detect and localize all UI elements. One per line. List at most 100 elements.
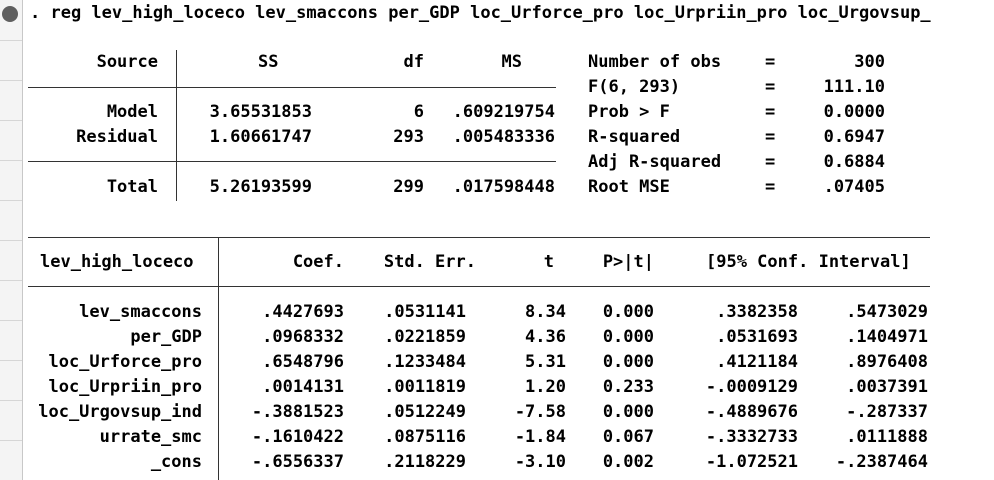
gutter-tick (0, 120, 22, 121)
stat-value: 300 (854, 52, 885, 72)
coef-header-p: P>|t| (602, 252, 654, 272)
gutter-tick (0, 280, 22, 281)
coef-ci-low: -1.072521 (705, 452, 798, 472)
coef-value: -.1610422 (251, 427, 344, 447)
stat-label: Number of obs (588, 52, 722, 72)
coef-p: 0.000 (602, 327, 654, 347)
stat-label: R-squared (588, 127, 681, 147)
coef-varname: loc_Urpriin_pro (48, 377, 202, 397)
coef-varname: per_GDP (130, 327, 202, 347)
coef-se: .0221859 (384, 327, 466, 347)
coef-ci-high: .1404971 (846, 327, 928, 347)
coef-se: .0875116 (384, 427, 466, 447)
coef-header-t: t (543, 252, 554, 272)
coef-p: 0.000 (602, 352, 654, 372)
coef-ci-high: -.2387464 (835, 452, 928, 472)
gutter-marker-icon (2, 6, 18, 22)
coef-ci-high: .0037391 (846, 377, 928, 397)
coef-varname: urrate_smc (99, 427, 202, 447)
coef-ci-high: .0111888 (846, 427, 928, 447)
coef-se: .0531141 (384, 302, 466, 322)
coef-ci-high: .8976408 (846, 352, 928, 372)
coef-header-ci: [95% Conf. Interval] (706, 252, 911, 272)
stat-eq: = (765, 52, 776, 72)
coef-top-rule (28, 237, 930, 238)
coef-varname: lev_smaccons (79, 302, 202, 322)
coef-varname: loc_Urforce_pro (48, 352, 202, 372)
coef-varname: loc_Urgovsup_ind (38, 402, 202, 422)
anova-header-ms: MS (501, 52, 522, 72)
command-line: . reg lev_high_loceco lev_smaccons per_G… (30, 3, 931, 23)
coef-ci-low: .3382358 (716, 302, 798, 322)
stat-label: F(6, 293) (588, 77, 681, 97)
anova-total-rule (28, 161, 556, 162)
coef-header-rule (28, 286, 930, 287)
anova-df: 299 (393, 177, 424, 197)
anova-source: Total (106, 177, 158, 197)
stat-eq: = (765, 77, 776, 97)
coef-header-se: Std. Err. (383, 252, 476, 272)
coef-p: 0.233 (602, 377, 654, 397)
gutter-tick (0, 80, 22, 81)
gutter-tick (0, 40, 22, 41)
coef-ci-low: .0531693 (716, 327, 798, 347)
coef-t: -3.10 (514, 452, 566, 472)
anova-header-rule (28, 87, 556, 88)
stat-label: Adj R-squared (588, 152, 722, 172)
coef-p: 0.000 (602, 302, 654, 322)
coef-ci-high: .5473029 (846, 302, 928, 322)
coef-t: 4.36 (525, 327, 566, 347)
stat-value: 0.0000 (823, 102, 885, 122)
stat-value: 0.6884 (823, 152, 885, 172)
anova-header-source: Source (96, 52, 158, 72)
coef-ci-low: -.4889676 (705, 402, 798, 422)
coef-t: -1.84 (514, 427, 566, 447)
coef-p: 0.000 (602, 402, 654, 422)
anova-df: 293 (393, 127, 424, 147)
coef-value: .0968332 (262, 327, 344, 347)
stat-eq: = (765, 102, 776, 122)
coef-ci-high: -.287337 (846, 402, 928, 422)
anova-header-df: df (403, 52, 424, 72)
editor-gutter (0, 0, 23, 480)
coef-value: -.6556337 (251, 452, 344, 472)
anova-ss: 1.60661747 (209, 127, 312, 147)
stat-eq: = (765, 177, 776, 197)
coef-t: 8.34 (525, 302, 566, 322)
stat-value: 111.10 (823, 77, 885, 97)
stat-label: Prob > F (588, 102, 670, 122)
anova-separator-vertical (176, 50, 177, 201)
anova-ss: 5.26193599 (209, 177, 312, 197)
anova-ms: .005483336 (452, 127, 555, 147)
coef-ci-low: -.0009129 (705, 377, 798, 397)
coef-t: -7.58 (514, 402, 566, 422)
coef-varname: _cons (150, 452, 202, 472)
gutter-tick (0, 320, 22, 321)
coef-t: 1.20 (525, 377, 566, 397)
coef-value: -.3881523 (251, 402, 344, 422)
coef-header-coef: Coef. (292, 252, 344, 272)
coef-ci-low: -.3332733 (705, 427, 798, 447)
coef-p: 0.002 (602, 452, 654, 472)
anova-ms: .017598448 (452, 177, 555, 197)
gutter-tick (0, 160, 22, 161)
anova-df: 6 (413, 102, 424, 122)
gutter-tick (0, 240, 22, 241)
coef-header-depvar: lev_high_loceco (40, 252, 194, 272)
coef-se: .0011819 (384, 377, 466, 397)
stat-value: 0.6947 (823, 127, 885, 147)
anova-ms: .609219754 (452, 102, 555, 122)
anova-ss: 3.65531853 (209, 102, 312, 122)
gutter-tick (0, 200, 22, 201)
stat-value: .07405 (823, 177, 885, 197)
coef-ci-low: .4121184 (716, 352, 798, 372)
anova-source: Residual (76, 127, 158, 147)
gutter-tick (0, 360, 22, 361)
coef-p: 0.067 (602, 427, 654, 447)
stat-eq: = (765, 127, 776, 147)
gutter-tick (0, 440, 22, 441)
coef-value: .4427693 (262, 302, 344, 322)
coef-se: .2118229 (384, 452, 466, 472)
coef-value: .6548796 (262, 352, 344, 372)
anova-header-ss: SS (258, 52, 279, 72)
